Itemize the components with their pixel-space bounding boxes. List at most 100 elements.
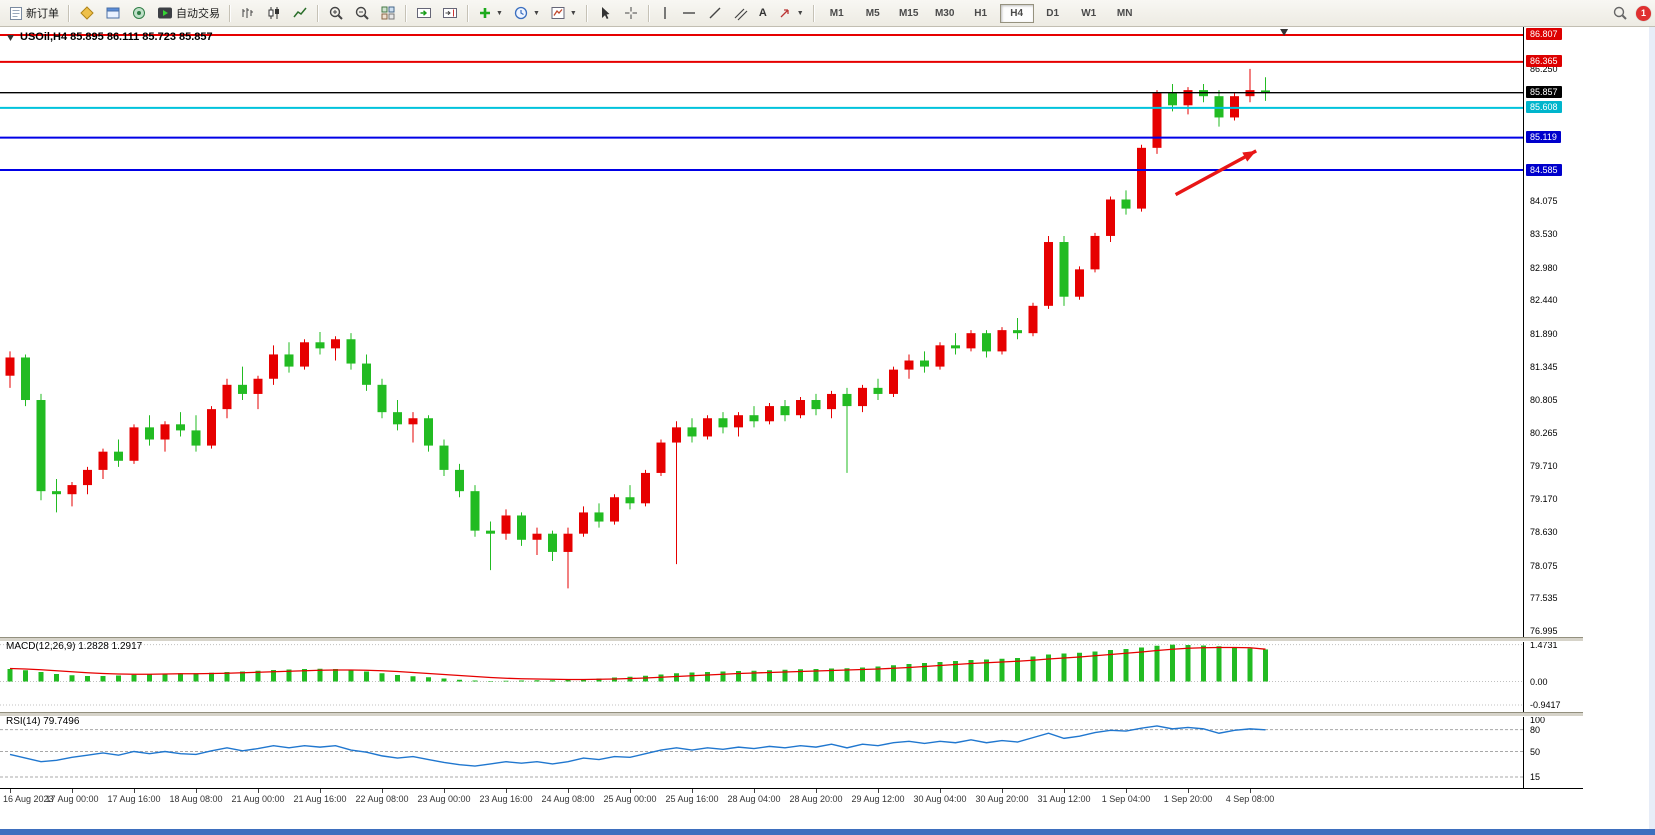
market-watch-button[interactable] [74, 1, 100, 25]
candle [83, 469, 92, 486]
timeframe-w1[interactable]: W1 [1081, 8, 1097, 19]
zoom-out-button[interactable] [349, 1, 375, 25]
notification-badge[interactable]: 1 [1636, 5, 1651, 21]
price-axis[interactable]: 86.250 84.075 83.530 82.980 82.440 81.890 81.3… [1524, 26, 1583, 637]
line-chart-icon [292, 5, 308, 21]
candle [1013, 330, 1022, 334]
vertical-line-icon [659, 5, 671, 21]
timeframe-m30[interactable]: M30 [934, 8, 955, 19]
crosshair-button[interactable] [618, 1, 644, 25]
timeframe-m5[interactable]: M5 [865, 8, 880, 19]
chevron-down-icon: ▼ [496, 9, 503, 17]
main-chart[interactable] [0, 26, 1523, 637]
price-axis-tick: 82.980 [1530, 262, 1558, 273]
candle [920, 360, 929, 367]
price-axis-tick: 76.995 [1530, 626, 1558, 637]
time-axis-tick [940, 789, 941, 793]
price-axis-tick: 86.250 [1530, 63, 1558, 74]
price-axis-tick: 81.345 [1530, 361, 1558, 372]
rsi-axis[interactable]: 100 80 50 15 [1524, 715, 1583, 788]
macd-panel[interactable] [0, 640, 1523, 712]
vertical-line-button[interactable] [654, 1, 676, 25]
periods-button[interactable]: ▼ [508, 1, 545, 25]
panel-splitter[interactable] [0, 712, 1583, 717]
time-axis-tick [692, 789, 693, 793]
time-axis[interactable]: 16 Aug 2023 17 Aug 00:00 17 Aug 16:00 18 Au… [0, 788, 1583, 812]
price-axis-tick: 82.440 [1530, 295, 1558, 306]
candle [1152, 93, 1162, 148]
time-axis-label: 28 Aug 20:00 [789, 794, 843, 804]
candlestick-button[interactable] [261, 1, 287, 25]
candle [52, 491, 61, 495]
cursor-button[interactable] [592, 1, 618, 25]
chart-shift-button[interactable] [437, 1, 463, 25]
candle [346, 339, 356, 364]
time-axis-label: 4 Sep 08:00 [1225, 794, 1275, 804]
arrows-button[interactable]: ▼ [772, 1, 809, 25]
candle [362, 363, 371, 385]
time-axis-label: 17 Aug 00:00 [45, 794, 99, 804]
candle [331, 339, 340, 349]
candle [176, 424, 185, 431]
candle [656, 442, 666, 473]
price-axis-tick: 79.710 [1530, 461, 1558, 472]
price-axis-tick: 81.890 [1530, 328, 1558, 339]
tile-windows-button[interactable] [375, 1, 401, 25]
timeframe-h1[interactable]: H1 [974, 8, 988, 19]
toolbar-right: 1 [1612, 5, 1655, 21]
auto-scroll-button[interactable] [411, 1, 437, 25]
line-chart-button[interactable] [287, 1, 313, 25]
candle [997, 330, 1007, 352]
candle [5, 357, 15, 376]
macd-axis[interactable]: 1.4731 0.00 -0.9417 [1524, 640, 1583, 712]
zoom-in-icon [328, 5, 344, 21]
candle [377, 384, 387, 413]
timeframe-h4[interactable]: H4 [999, 4, 1034, 23]
time-axis-tick [568, 789, 569, 793]
autotrading-button[interactable]: 自动交易 [152, 1, 225, 25]
macd-histogram [7, 644, 1268, 682]
rsi-panel[interactable] [0, 715, 1523, 788]
bar-chart-button[interactable] [235, 1, 261, 25]
timeframe-d1[interactable]: D1 [1046, 8, 1060, 19]
time-axis-tick [1250, 789, 1251, 793]
window-right-edge [1649, 26, 1655, 829]
candle [1230, 96, 1239, 118]
trend-arrow-annotation[interactable] [1174, 149, 1258, 197]
candle [253, 378, 263, 394]
bar-chart-icon [240, 5, 256, 21]
one-click-trading-toggle[interactable] [6, 33, 15, 42]
toolbar-separator [647, 4, 650, 22]
candle [160, 424, 170, 440]
macd-label: MACD(12,26,9) 1.2828 1.2917 [6, 641, 143, 652]
chart-shift-marker[interactable] [1280, 29, 1289, 36]
timeframe-mn[interactable]: MN [1116, 8, 1133, 19]
search-icon[interactable] [1612, 5, 1628, 21]
channel-button[interactable] [728, 1, 754, 25]
panel-splitter[interactable] [0, 637, 1583, 642]
timeframe-m1[interactable]: M1 [829, 8, 844, 19]
candle [966, 333, 976, 349]
horizontal-line-button[interactable] [676, 1, 702, 25]
data-window-icon [105, 5, 121, 21]
candle [501, 515, 511, 534]
candle [1214, 96, 1224, 118]
macd-axis-tick: -0.9417 [1530, 700, 1561, 711]
templates-button[interactable]: ▼ [545, 1, 582, 25]
candle [718, 418, 728, 428]
chevron-down-icon: ▼ [532, 9, 540, 17]
candle [579, 512, 588, 534]
price-level-badge: 86.365 [1526, 55, 1562, 68]
trendline-button[interactable] [702, 1, 728, 25]
candle [873, 387, 883, 394]
indicators-button[interactable]: ▼ [473, 1, 508, 25]
new-order-button[interactable]: 新订单 [4, 1, 64, 25]
data-window-button[interactable] [100, 1, 126, 25]
zoom-in-button[interactable] [323, 1, 349, 25]
timeframe-m15[interactable]: M15 [898, 8, 919, 19]
time-axis-tick [1002, 789, 1003, 793]
text-tool-button[interactable]: A [754, 1, 772, 25]
candle [1028, 305, 1038, 334]
navigator-button[interactable] [126, 1, 152, 25]
candle [811, 400, 821, 410]
